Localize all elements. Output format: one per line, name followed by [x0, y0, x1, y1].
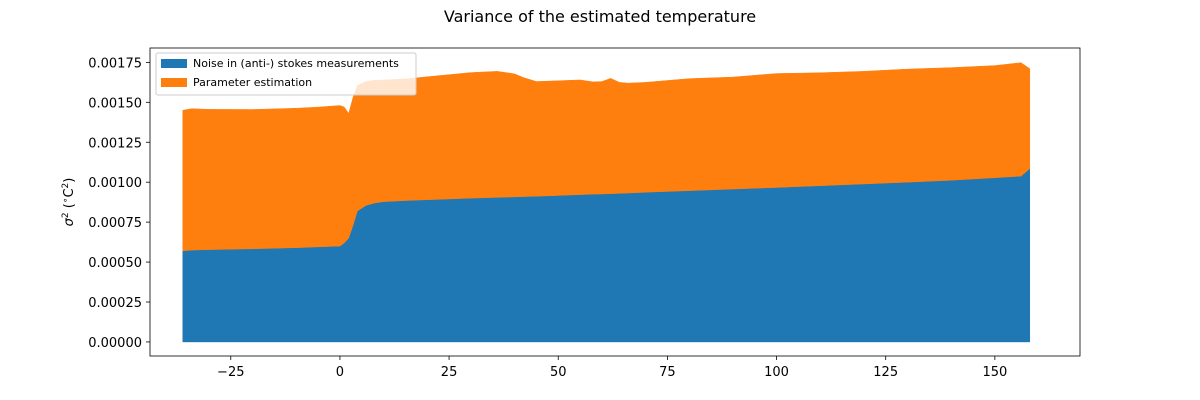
- y-tick-label: 0.00000: [88, 336, 142, 351]
- x-tick-label: 0: [336, 365, 344, 380]
- y-axis: 0.00000 0.00025 0.00050 0.00075 0.00100 0.001…: [88, 56, 150, 351]
- y-tick-label: 0.00175: [88, 56, 142, 71]
- chart-title: Variance of the estimated temperature: [444, 7, 756, 26]
- x-tick-label: 75: [659, 365, 676, 380]
- x-tick-label: 125: [873, 365, 898, 380]
- y-tick-label: 0.00125: [88, 136, 142, 151]
- y-tick-label: 0.00050: [88, 256, 142, 271]
- y-tick-label: 0.00025: [88, 296, 142, 311]
- x-tick-label: 50: [550, 365, 567, 380]
- y-axis-label: σ2 (∘C2): [61, 178, 77, 227]
- x-tick-label: 25: [441, 365, 458, 380]
- legend: Noise in (anti-) stokes measurements Par…: [155, 52, 417, 96]
- x-axis: −25 0 25 50 75 100 125 150: [217, 356, 1007, 380]
- axes-frame: [149, 47, 1081, 357]
- y-tick-label: 0.00150: [88, 96, 142, 111]
- x-tick-label: 100: [764, 365, 789, 380]
- y-tick-label: 0.00100: [88, 176, 142, 191]
- legend-swatch-parameter: [161, 78, 187, 87]
- y-tick-label: 0.00075: [88, 216, 142, 231]
- legend-box: [155, 52, 417, 96]
- legend-label-parameter: Parameter estimation: [193, 76, 312, 89]
- x-tick-label: 150: [982, 365, 1007, 380]
- legend-label-noise: Noise in (anti-) stokes measurements: [193, 57, 399, 70]
- plot-area: [182, 62, 1031, 343]
- legend-swatch-noise: [161, 59, 187, 68]
- x-tick-label: −25: [217, 365, 244, 380]
